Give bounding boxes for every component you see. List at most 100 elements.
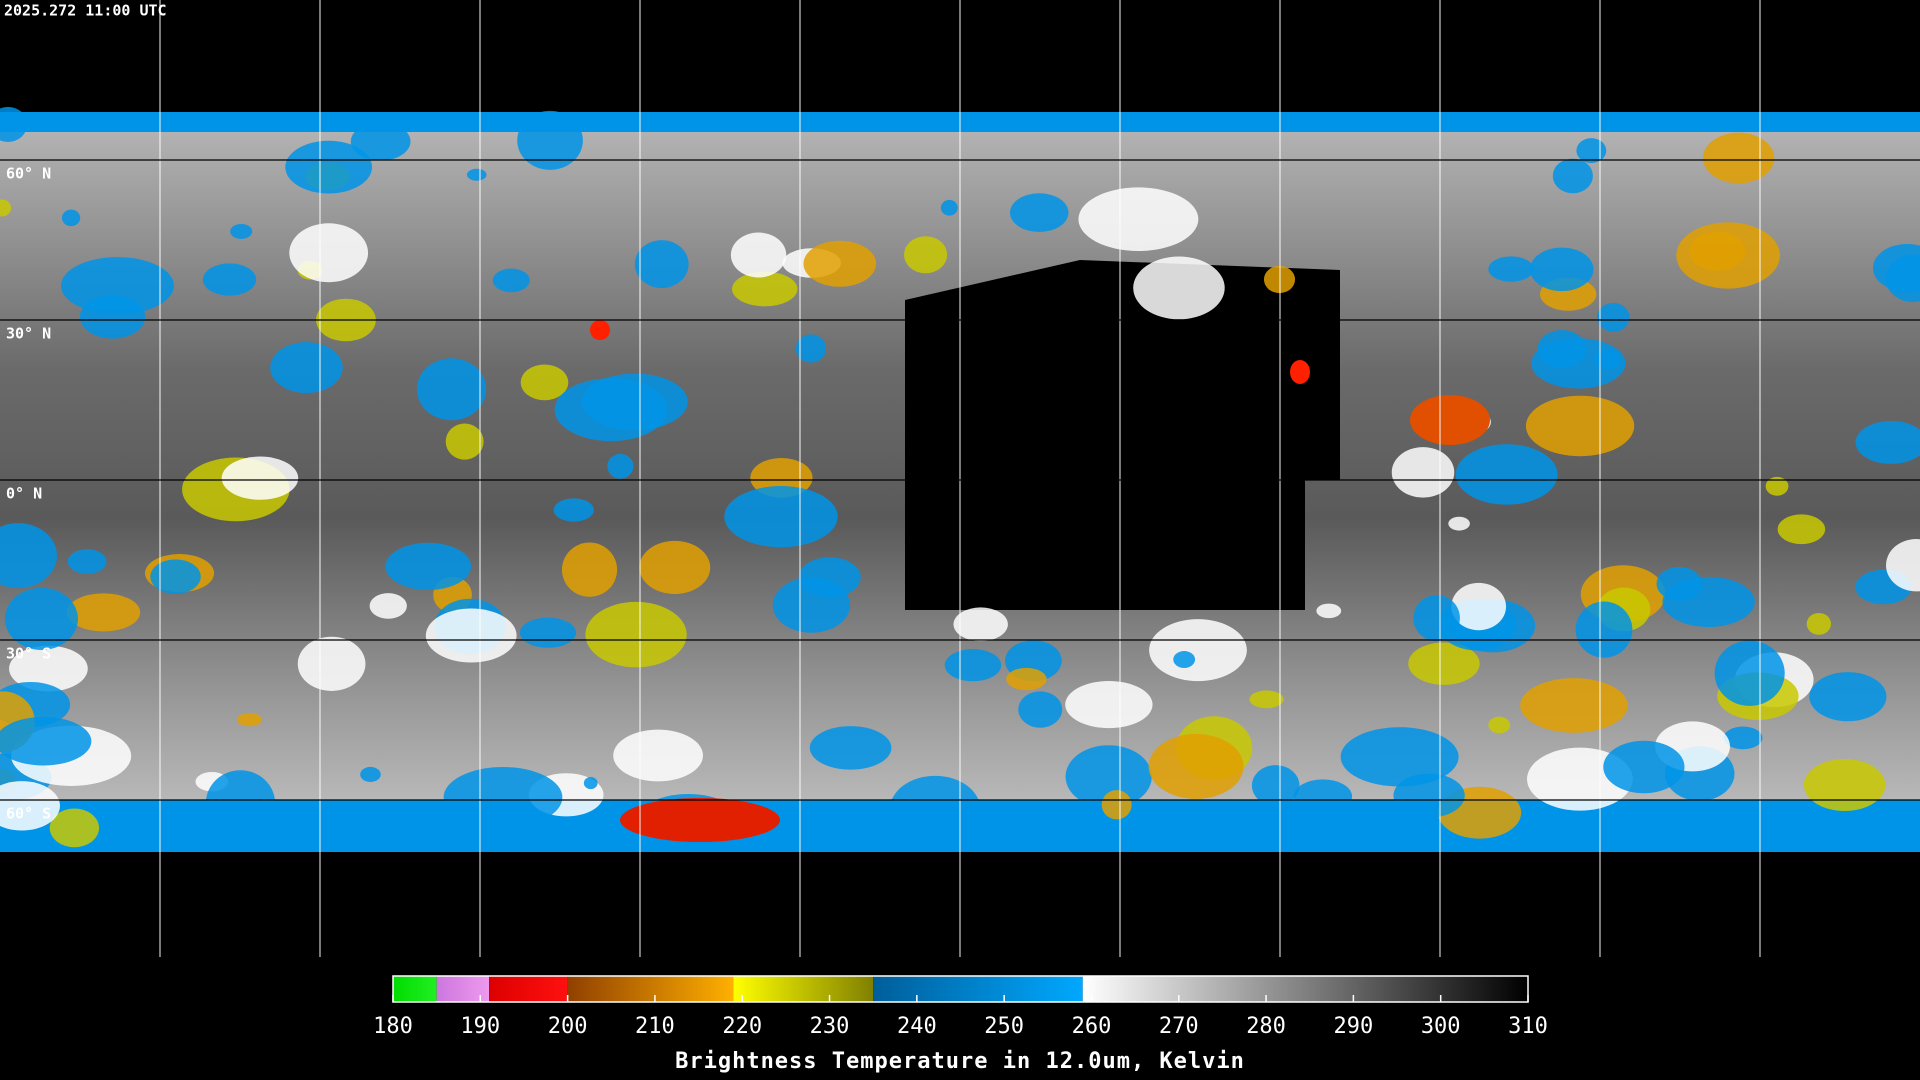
cloud bbox=[1886, 539, 1920, 592]
colorbar-tick-label: 180 bbox=[373, 1014, 413, 1039]
cloud bbox=[1316, 603, 1342, 619]
cloud bbox=[1448, 516, 1470, 531]
cloud bbox=[1872, 243, 1920, 292]
cloud bbox=[1723, 726, 1763, 750]
cloud bbox=[150, 559, 201, 594]
cloud bbox=[236, 713, 263, 727]
cloud bbox=[1340, 727, 1459, 787]
cloud bbox=[1575, 601, 1633, 658]
cloud bbox=[230, 223, 253, 239]
cloud bbox=[0, 199, 12, 217]
cloud bbox=[1455, 444, 1558, 505]
cloud bbox=[1803, 759, 1886, 811]
colorbar-tick-label: 220 bbox=[722, 1014, 762, 1039]
cloud bbox=[1249, 690, 1284, 709]
latitude-label: 60° S bbox=[6, 805, 51, 823]
cloud bbox=[585, 601, 687, 668]
storm bbox=[590, 320, 610, 340]
cloud bbox=[1451, 582, 1507, 631]
cloud bbox=[1552, 158, 1593, 194]
cloud bbox=[553, 498, 594, 522]
cloud bbox=[634, 240, 689, 289]
cloud bbox=[889, 775, 981, 843]
cloud bbox=[520, 364, 569, 401]
cloud bbox=[49, 808, 100, 848]
cloud bbox=[1065, 681, 1153, 729]
colorbar-segment bbox=[1082, 976, 1528, 1002]
cloud bbox=[1855, 420, 1920, 464]
colorbar-segment bbox=[489, 976, 568, 1002]
cloud bbox=[416, 358, 487, 421]
colorbar-tick-label: 190 bbox=[460, 1014, 500, 1039]
cloud bbox=[67, 549, 107, 574]
cloud bbox=[1149, 619, 1247, 682]
cloud bbox=[350, 122, 411, 161]
cloud bbox=[639, 540, 711, 595]
colorbar-frame bbox=[392, 975, 1529, 1003]
cloud bbox=[61, 209, 81, 227]
cloud bbox=[202, 263, 257, 296]
colorbar-tick-label: 290 bbox=[1334, 1014, 1374, 1039]
cloud bbox=[1393, 773, 1465, 818]
cloud bbox=[607, 453, 634, 479]
timestamp: 2025.272 11:00 UTC bbox=[4, 2, 167, 20]
colorbar: 180 190 200 210 220 230 240 250 260 270 280 290 300 3… bbox=[373, 975, 1548, 1039]
colorbar-segment bbox=[733, 976, 874, 1002]
cloud bbox=[1714, 640, 1785, 706]
storm bbox=[1410, 395, 1490, 445]
cloud bbox=[285, 140, 373, 194]
latitude-labels: 60° N 30° N 0° N 30° S 60° S bbox=[6, 165, 51, 823]
cloud bbox=[1018, 691, 1063, 728]
cloud bbox=[445, 423, 484, 460]
colorbar-tick-label: 210 bbox=[635, 1014, 675, 1039]
cloud bbox=[0, 106, 28, 143]
colorbar-segment bbox=[436, 976, 490, 1002]
cloud bbox=[517, 110, 583, 170]
cloud bbox=[730, 232, 787, 278]
colorbar-segment bbox=[393, 976, 437, 1002]
cloud bbox=[1009, 193, 1069, 233]
colorbar-segment bbox=[567, 976, 734, 1002]
cloud bbox=[1173, 651, 1196, 668]
cloud bbox=[1576, 138, 1607, 164]
cloud bbox=[1488, 256, 1534, 282]
cloud bbox=[732, 271, 798, 307]
cloud bbox=[724, 486, 838, 548]
colorbar-tick-label: 260 bbox=[1072, 1014, 1112, 1039]
cloud bbox=[803, 240, 877, 287]
cloud bbox=[1251, 765, 1300, 806]
cloud bbox=[4, 587, 78, 650]
cloud bbox=[0, 523, 57, 589]
cloud bbox=[60, 257, 174, 315]
cloud bbox=[0, 781, 60, 831]
cloud bbox=[1662, 576, 1755, 628]
cloud bbox=[297, 636, 366, 691]
colorbar-tick-label: 200 bbox=[548, 1014, 588, 1039]
data-gap bbox=[905, 260, 1340, 610]
cloud bbox=[1689, 231, 1746, 271]
cloud bbox=[1702, 132, 1775, 184]
cloud bbox=[798, 557, 861, 598]
cloud bbox=[1537, 330, 1587, 368]
cloud bbox=[369, 593, 407, 619]
cloud bbox=[550, 829, 566, 844]
cloud bbox=[66, 593, 141, 632]
cloud bbox=[519, 617, 577, 648]
cloud bbox=[795, 334, 827, 363]
colorbar-tick-label: 230 bbox=[810, 1014, 850, 1039]
cloud bbox=[1006, 667, 1047, 691]
cloud bbox=[940, 199, 958, 216]
cloud bbox=[1488, 716, 1511, 734]
colorbar-tick-label: 250 bbox=[984, 1014, 1024, 1039]
cloud bbox=[466, 168, 487, 181]
colorbar-segment bbox=[873, 976, 1083, 1002]
cloud bbox=[613, 729, 704, 782]
latitude-label: 60° N bbox=[6, 165, 51, 183]
cloud bbox=[809, 726, 892, 770]
latitude-label: 0° N bbox=[6, 485, 42, 503]
cloud bbox=[944, 648, 1002, 682]
storm bbox=[1290, 360, 1310, 384]
cloud bbox=[360, 766, 381, 782]
cloud bbox=[0, 716, 92, 766]
